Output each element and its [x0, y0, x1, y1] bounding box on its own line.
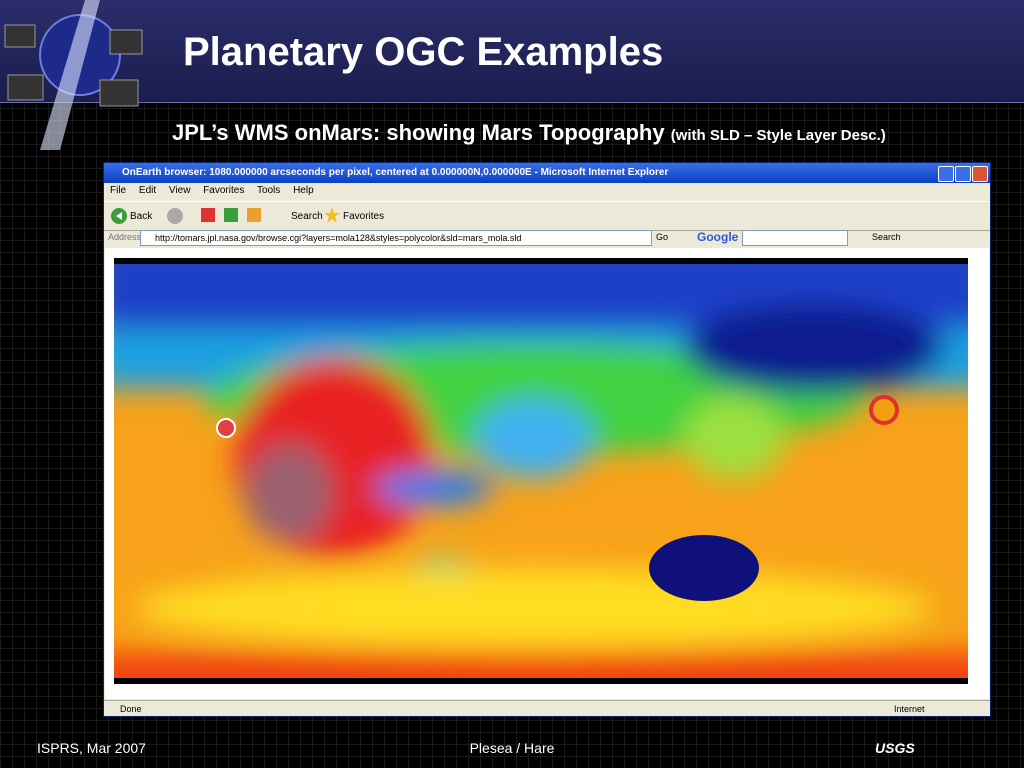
menu-item[interactable]: Help	[293, 185, 314, 196]
favorites-icon	[324, 207, 340, 223]
google-field[interactable]	[742, 230, 848, 246]
maximize-button[interactable]	[955, 166, 971, 182]
refresh-button[interactable]	[224, 208, 238, 222]
footer-left: ISPRS, Mar 2007	[37, 740, 146, 756]
zone-text: Internet	[894, 704, 925, 714]
menu-item[interactable]: View	[168, 185, 191, 196]
title-bar: OnEarth browser: 1080.000000 arcseconds …	[104, 163, 990, 183]
url-text: http://tomars.jpl.nasa.gov/browse.cgi?la…	[155, 233, 522, 243]
search-button[interactable]: Search	[291, 211, 323, 222]
window-title: OnEarth browser: 1080.000000 arcseconds …	[122, 167, 669, 178]
close-button[interactable]	[972, 166, 988, 182]
favorites-button[interactable]: Favorites	[343, 211, 385, 222]
minimize-button[interactable]	[938, 166, 954, 182]
stop-button[interactable]	[201, 208, 215, 222]
address-label: Address	[108, 232, 142, 242]
status-bar: Done Internet	[104, 700, 990, 717]
forward-icon[interactable]	[166, 207, 184, 225]
footer-logo: USGS	[875, 740, 915, 756]
menu-item[interactable]: File	[110, 185, 127, 196]
logo-art	[4, 0, 143, 150]
home-button[interactable]	[247, 208, 261, 222]
google-logo: Google	[697, 230, 739, 244]
menu-item[interactable]: Tools	[256, 185, 281, 196]
go-button[interactable]: Go	[656, 232, 669, 242]
address-bar: Address http://tomars.jpl.nasa.gov/brows…	[104, 230, 990, 247]
subtitle-text: JPL’s WMS onMars: showing Mars Topograph…	[172, 120, 665, 145]
menu-item[interactable]: Favorites	[203, 185, 245, 196]
page-content	[105, 248, 989, 699]
slide-subtitle: JPL’s WMS onMars: showing Mars Topograph…	[172, 120, 886, 146]
toolbar: Back Search Favorites	[104, 201, 990, 231]
address-field[interactable]: http://tomars.jpl.nasa.gov/browse.cgi?la…	[140, 230, 652, 246]
slide-title: Planetary OGC Examples	[183, 30, 664, 74]
footer-center: Plesea / Hare	[469, 740, 555, 756]
header-band	[0, 0, 1024, 103]
menu-item[interactable]: Edit	[138, 185, 157, 196]
subtitle-note: (with SLD – Style Layer Desc.)	[670, 127, 886, 144]
menu-bar: File Edit View Favorites Tools Help	[110, 185, 324, 196]
google-search-button[interactable]: Search	[872, 232, 901, 242]
back-button[interactable]: Back	[130, 211, 153, 222]
status-text: Done	[120, 704, 142, 714]
back-icon	[111, 208, 127, 224]
mars-map	[114, 258, 968, 684]
browser-window: OnEarth browser: 1080.000000 arcseconds …	[103, 162, 991, 717]
